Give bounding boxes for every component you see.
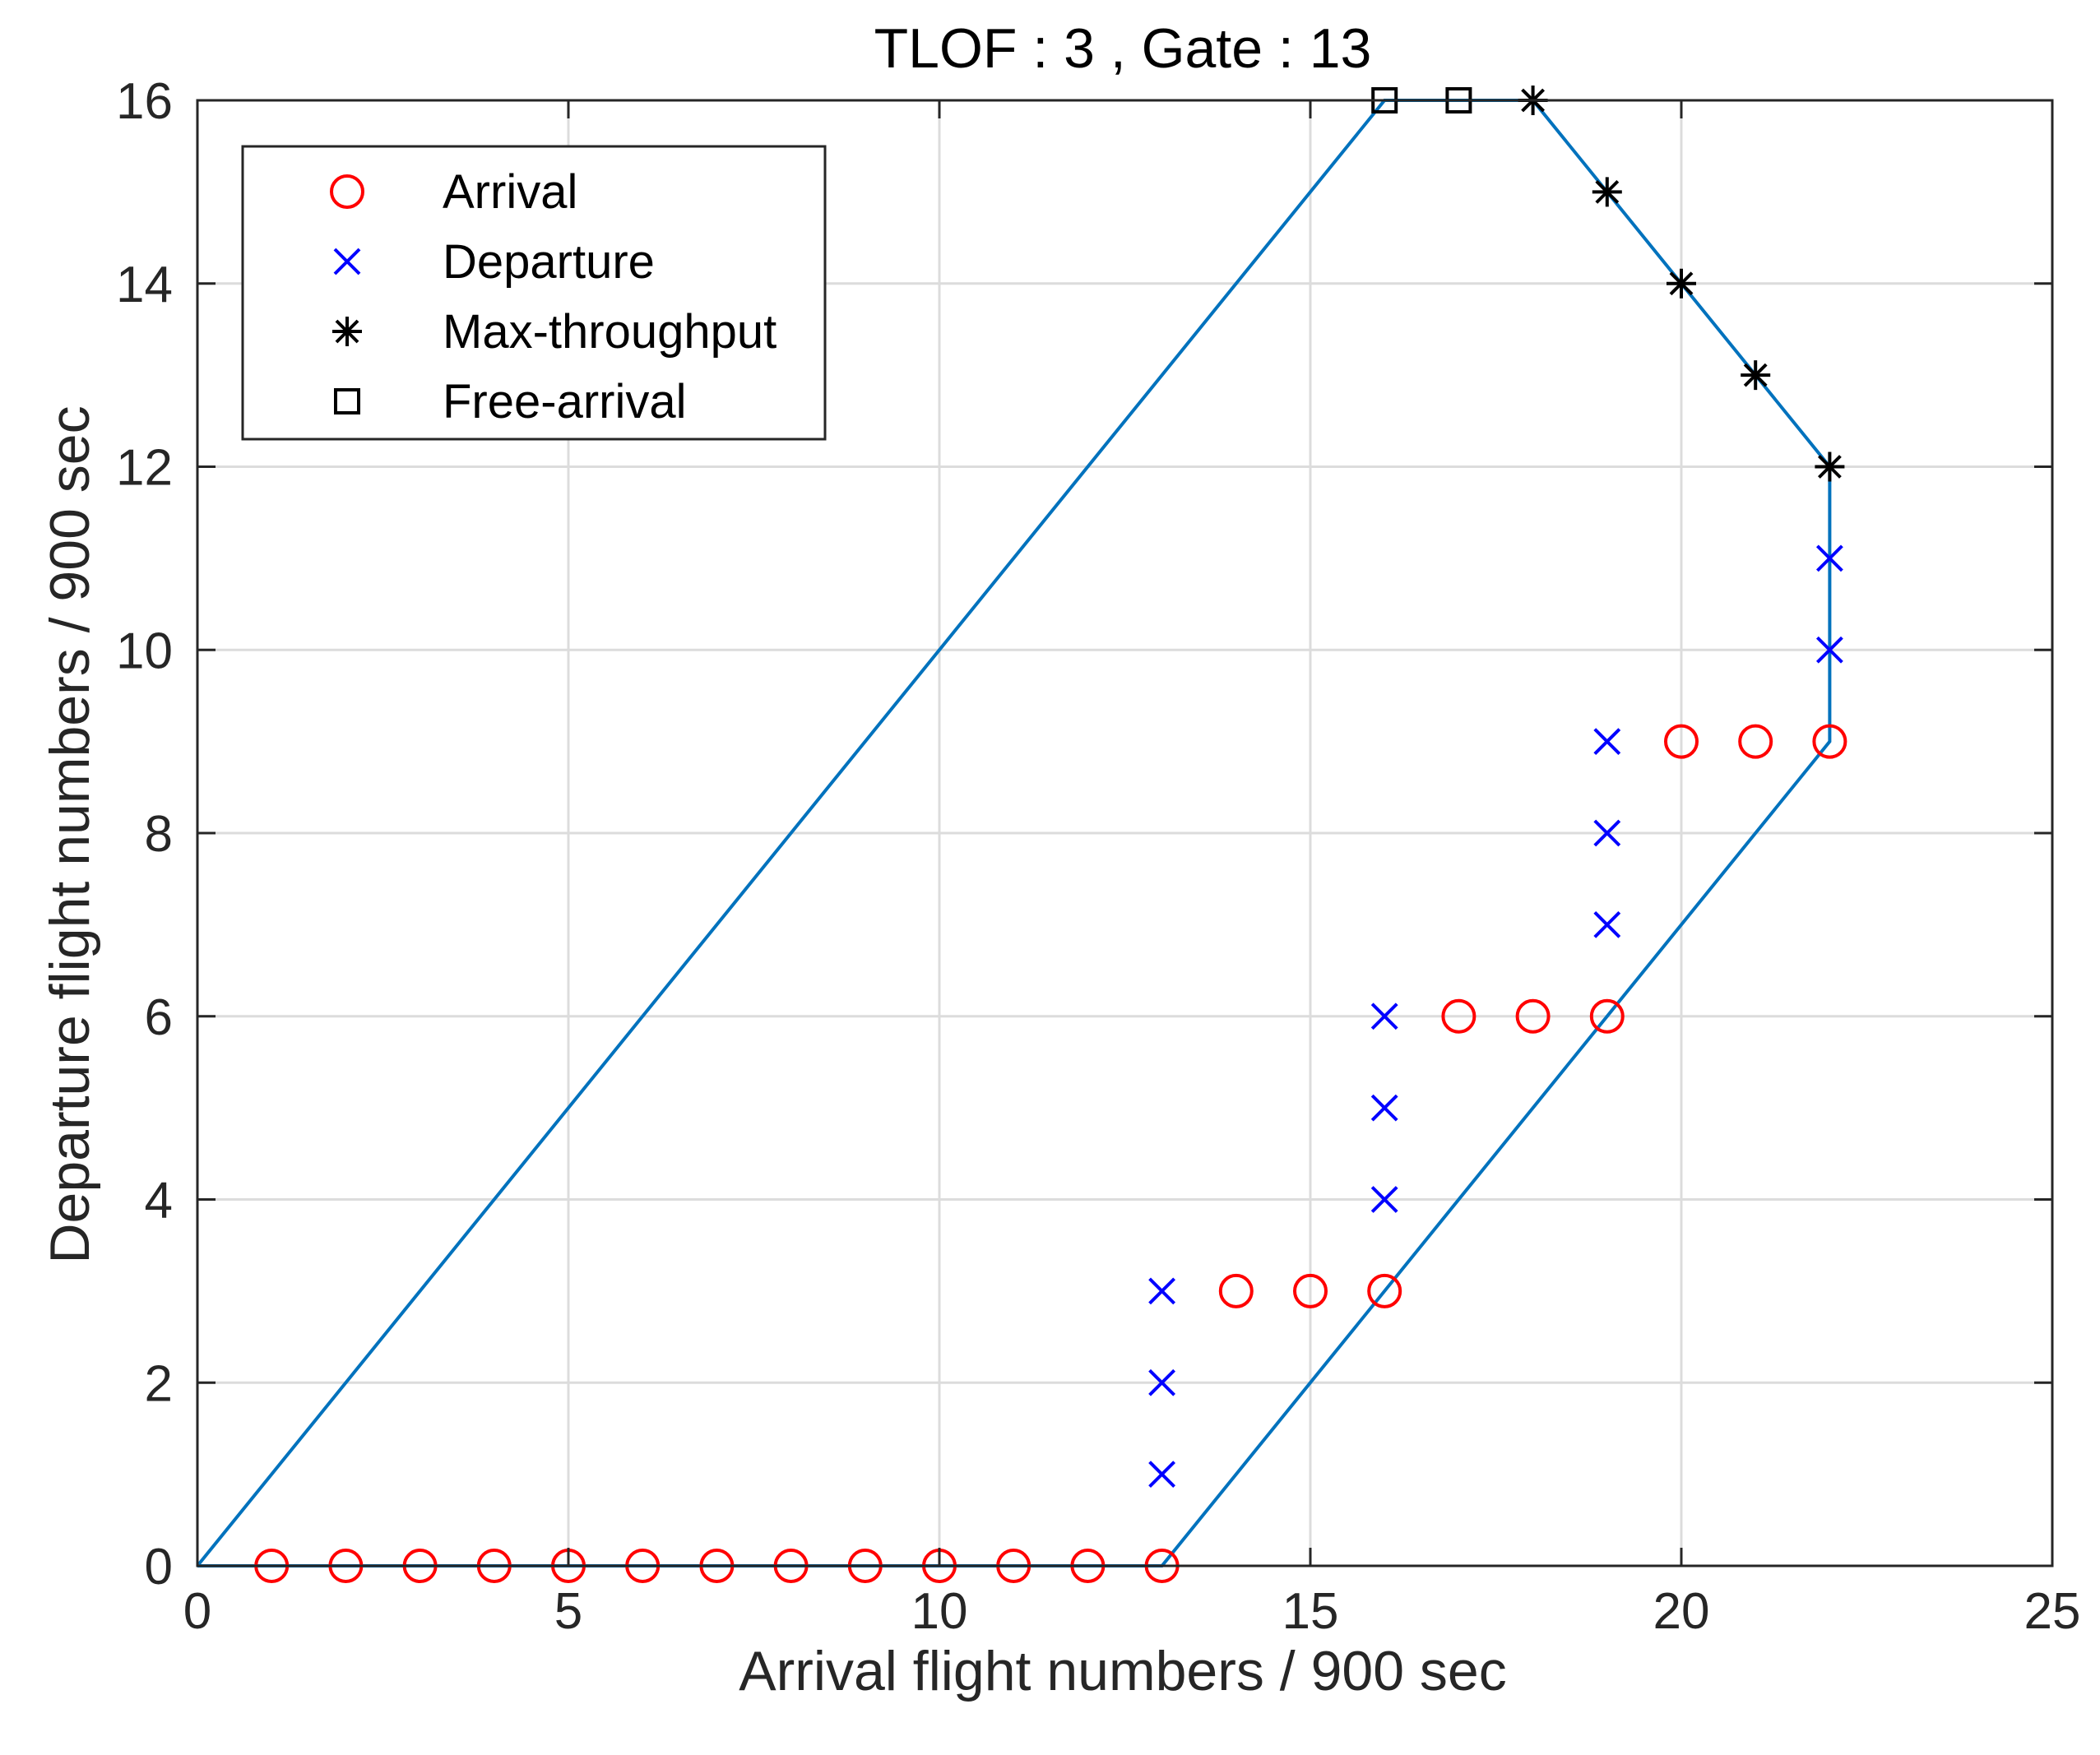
legend-marker-departure	[333, 248, 361, 276]
legend-marker-arrival	[330, 174, 364, 209]
marker-max-throughput	[1741, 360, 1771, 391]
chart-title: TLOF : 3 , Gate : 13	[874, 17, 1372, 80]
marker-departure	[1370, 1186, 1398, 1213]
marker-departure	[1815, 544, 1843, 572]
x-tick-label: 25	[2024, 1583, 2081, 1640]
marker-arrival	[1218, 1273, 1254, 1308]
legend-marker-max-throughput	[332, 317, 362, 346]
x-tick-label: 0	[183, 1583, 211, 1640]
marker-max-throughput	[1667, 268, 1696, 299]
x-tick-label: 10	[911, 1583, 968, 1640]
marker-departure	[1593, 728, 1621, 756]
y-axis-label: Departure flight numbers / 900 sec	[39, 405, 101, 1263]
marker-arrival	[1738, 724, 1773, 759]
marker-arrival	[1664, 724, 1699, 759]
y-tick-label: 2	[145, 1355, 173, 1412]
marker-arrival	[1812, 724, 1847, 759]
y-tick-label: 4	[145, 1173, 173, 1229]
marker-departure	[1370, 1003, 1398, 1030]
y-tick-label: 6	[145, 989, 173, 1046]
marker-arrival	[1515, 998, 1551, 1034]
marker-max-throughput	[1815, 451, 1845, 482]
legend-marker-free-arrival	[334, 388, 360, 414]
y-tick-label: 16	[116, 73, 173, 130]
x-axis-label: Arrival flight numbers / 900 sec	[739, 1640, 1507, 1702]
marker-max-throughput	[1592, 177, 1622, 207]
legend: Arrival Departure Max-throughput Free-ar…	[241, 145, 827, 441]
y-tick-label: 8	[145, 806, 173, 863]
marker-arrival	[1441, 998, 1476, 1034]
marker-departure	[1148, 1461, 1176, 1489]
legend-label-free-arrival: Free-arrival	[443, 375, 687, 428]
marker-arrival	[1293, 1273, 1328, 1308]
axis-ticks: 0 5 10 15 20 25 0 2 4 6 8 10 12 14 16	[116, 73, 2080, 1640]
legend-label-departure: Departure	[443, 235, 655, 289]
marker-departure	[1148, 1368, 1176, 1396]
x-tick-label: 20	[1653, 1583, 1710, 1640]
x-tick-label: 15	[1282, 1583, 1339, 1640]
legend-label-max-throughput: Max-throughput	[443, 305, 776, 359]
marker-departure	[1593, 819, 1621, 847]
marker-arrival	[1589, 998, 1625, 1034]
legend-label-arrival: Arrival	[443, 165, 577, 219]
legend-markers	[330, 174, 364, 414]
marker-departure	[1370, 1094, 1398, 1122]
y-tick-label: 14	[116, 257, 173, 313]
marker-departure	[1148, 1277, 1176, 1305]
marker-arrival	[1367, 1273, 1402, 1308]
y-tick-label: 10	[116, 623, 173, 679]
x-tick-label: 5	[554, 1583, 582, 1640]
marker-departure	[1593, 910, 1621, 938]
y-tick-label: 0	[145, 1539, 173, 1595]
y-tick-label: 12	[116, 440, 173, 497]
marker-departure	[1815, 636, 1843, 664]
